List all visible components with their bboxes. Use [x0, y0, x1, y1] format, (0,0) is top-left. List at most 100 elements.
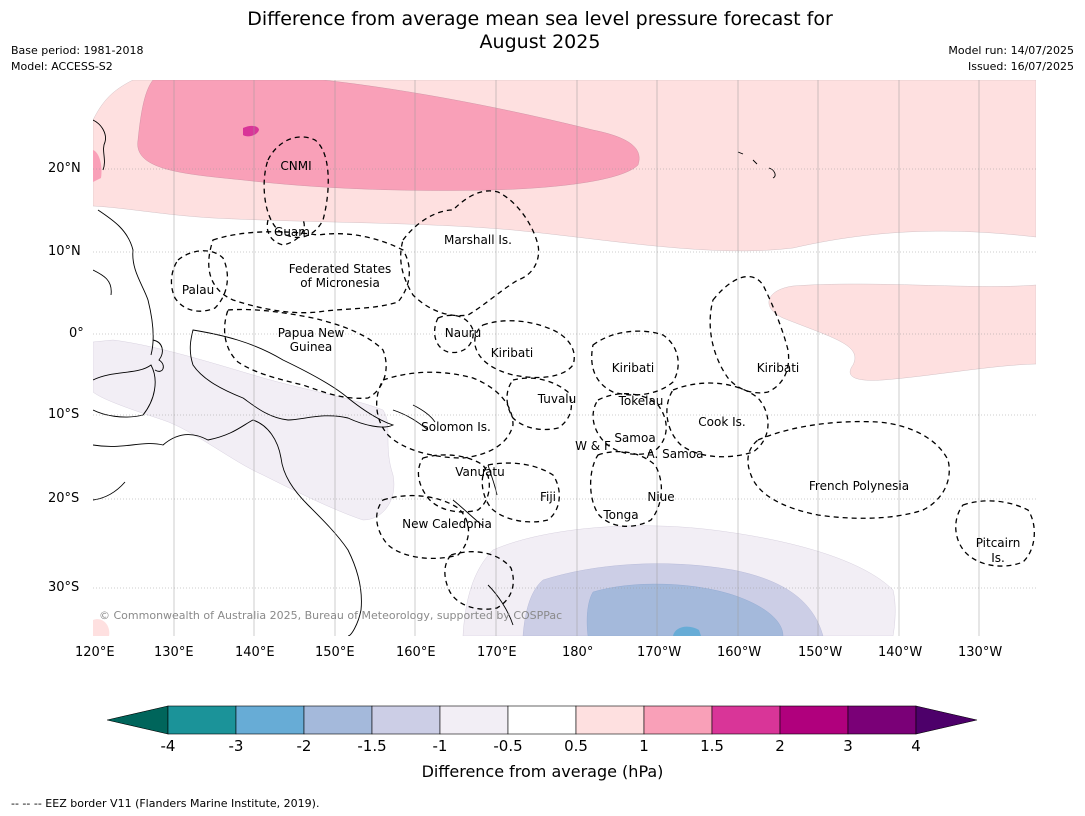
label-niue: Niue	[647, 490, 674, 504]
label-pitcairn-2: Is.	[991, 551, 1005, 565]
borneo-coast	[93, 364, 156, 418]
colorbar-tick-label: 1.5	[700, 737, 724, 755]
label-nauru: Nauru	[445, 326, 481, 340]
colorbar-tick-label: -4	[160, 737, 176, 755]
colorbar-extend-high	[915, 705, 978, 735]
colorbar-tick-label: -1.5	[357, 737, 387, 755]
eez-kermadec	[444, 551, 514, 610]
meta-right: Model run: 14/07/2025 Issued: 16/07/2025	[948, 43, 1074, 75]
label-pitcairn-1: Pitcairn	[976, 536, 1021, 550]
label-guam: Guam	[274, 225, 310, 239]
colorbar-cell	[235, 705, 305, 735]
anomaly-southwest-light	[93, 339, 395, 521]
eez-marshall	[400, 190, 540, 317]
eez-kiribati-central	[591, 330, 679, 396]
lon-label-170e: 170°E	[477, 645, 517, 660]
label-samoa: Samoa	[614, 431, 655, 445]
eez-borders	[170, 136, 1035, 610]
eez-fsm	[208, 231, 410, 314]
label-solomon: Solomon Is.	[421, 420, 491, 434]
lon-label-160e: 160°E	[396, 645, 436, 660]
new-guinea-coast	[189, 329, 395, 428]
label-fiji: Fiji	[540, 490, 556, 504]
colorbar-tick-label: -3	[228, 737, 244, 755]
copyright-credit: © Commonwealth of Australia 2025, Bureau…	[99, 609, 563, 622]
label-cook: Cook Is.	[698, 415, 745, 429]
lon-label-170w: 170°W	[637, 645, 682, 660]
anomaly-spot	[243, 125, 259, 137]
label-tokelau: Tokelau	[618, 394, 664, 408]
lat-label-10s: 10°S	[48, 407, 80, 422]
region-labels: CNMI Guam Marshall Is. Federated States …	[182, 159, 1020, 565]
lon-label-130e: 130°E	[154, 645, 194, 660]
lon-label-160w: 160°W	[717, 645, 762, 660]
label-kiribati-east: Kiribati	[757, 361, 799, 375]
eez-solomon	[376, 371, 514, 459]
label-kiribati-central: Kiribati	[612, 361, 654, 375]
label-marshall: Marshall Is.	[444, 233, 512, 247]
colorbar-tick-label: 0.5	[564, 737, 588, 755]
base-period: Base period: 1981-2018	[11, 44, 144, 57]
australia-coast	[93, 419, 362, 636]
colorbar-cell	[303, 705, 373, 735]
coastlines	[93, 119, 776, 636]
colorbar-tick-label: -2	[296, 737, 312, 755]
model-run: Model run: 14/07/2025	[948, 44, 1074, 57]
label-cnmi: CNMI	[280, 159, 311, 173]
issued-date: Issued: 16/07/2025	[967, 60, 1074, 73]
asia-coast	[93, 119, 154, 356]
meta-left: Base period: 1981-2018 Model: ACCESS-S2	[11, 43, 143, 75]
label-fsm-1: Federated States	[289, 262, 391, 276]
new-caledonia	[452, 499, 484, 527]
eez-pitcairn	[955, 500, 1035, 567]
colorbar-tick-label: 3	[843, 737, 853, 755]
label-tuvalu: Tuvalu	[537, 392, 577, 406]
anomaly-southwest-corner	[93, 619, 110, 636]
eez-nauru	[434, 314, 474, 354]
lat-label-20s: 20°S	[48, 491, 80, 506]
colorbar-tick-label: 4	[911, 737, 921, 755]
lat-label-20n: 20°N	[48, 161, 81, 176]
colorbar-extend-low	[107, 705, 169, 735]
anomaly-west-edge-mid	[93, 150, 102, 182]
eez-kiribati-west	[474, 320, 575, 379]
eez-kiribati-east	[709, 276, 790, 394]
eez-png	[224, 308, 387, 399]
eez-cnmi	[263, 136, 329, 239]
lon-label-140e: 140°E	[235, 645, 275, 660]
solomon-islands	[392, 404, 436, 431]
colorbar-cell	[507, 705, 577, 735]
label-palau: Palau	[182, 283, 214, 297]
label-png-2: Guinea	[290, 340, 333, 354]
lon-label-180: 180°	[562, 645, 594, 660]
colorbar-tick-label: 2	[775, 737, 785, 755]
colorbar-cell	[167, 705, 237, 735]
eez-vanuatu	[417, 454, 490, 513]
graticule	[93, 80, 1036, 636]
chart-title: Difference from average mean sea level p…	[170, 8, 910, 54]
hawaii-islands	[737, 151, 776, 179]
label-fsm-2: of Micronesia	[300, 276, 380, 290]
label-kiribati-west: Kiribati	[491, 346, 533, 360]
colorbar-cell	[575, 705, 645, 735]
anomaly-south-strong	[586, 583, 784, 636]
colorbar-cell	[371, 705, 441, 735]
eez-fiji	[481, 462, 560, 523]
new-zealand	[487, 584, 514, 626]
eez-new-caledonia	[376, 494, 470, 560]
vanuatu-islands	[487, 464, 498, 496]
label-png-1: Papua New	[278, 326, 345, 340]
eez-tuvalu	[506, 377, 572, 431]
anomaly-south-core	[673, 626, 701, 636]
eez-guam	[266, 219, 305, 246]
colorbar-cell	[711, 705, 781, 735]
eez-tonga-niue	[590, 451, 662, 527]
colorbar-tick-label: -0.5	[493, 737, 523, 755]
lat-label-30s: 30°S	[48, 580, 80, 595]
label-french-polynesia: French Polynesia	[809, 479, 909, 493]
label-tonga: Tonga	[602, 508, 638, 522]
label-american-samoa: A. Samoa	[647, 447, 704, 461]
model-name: Model: ACCESS-S2	[11, 60, 113, 73]
colorbar-cell	[779, 705, 849, 735]
colorbar	[107, 705, 978, 735]
